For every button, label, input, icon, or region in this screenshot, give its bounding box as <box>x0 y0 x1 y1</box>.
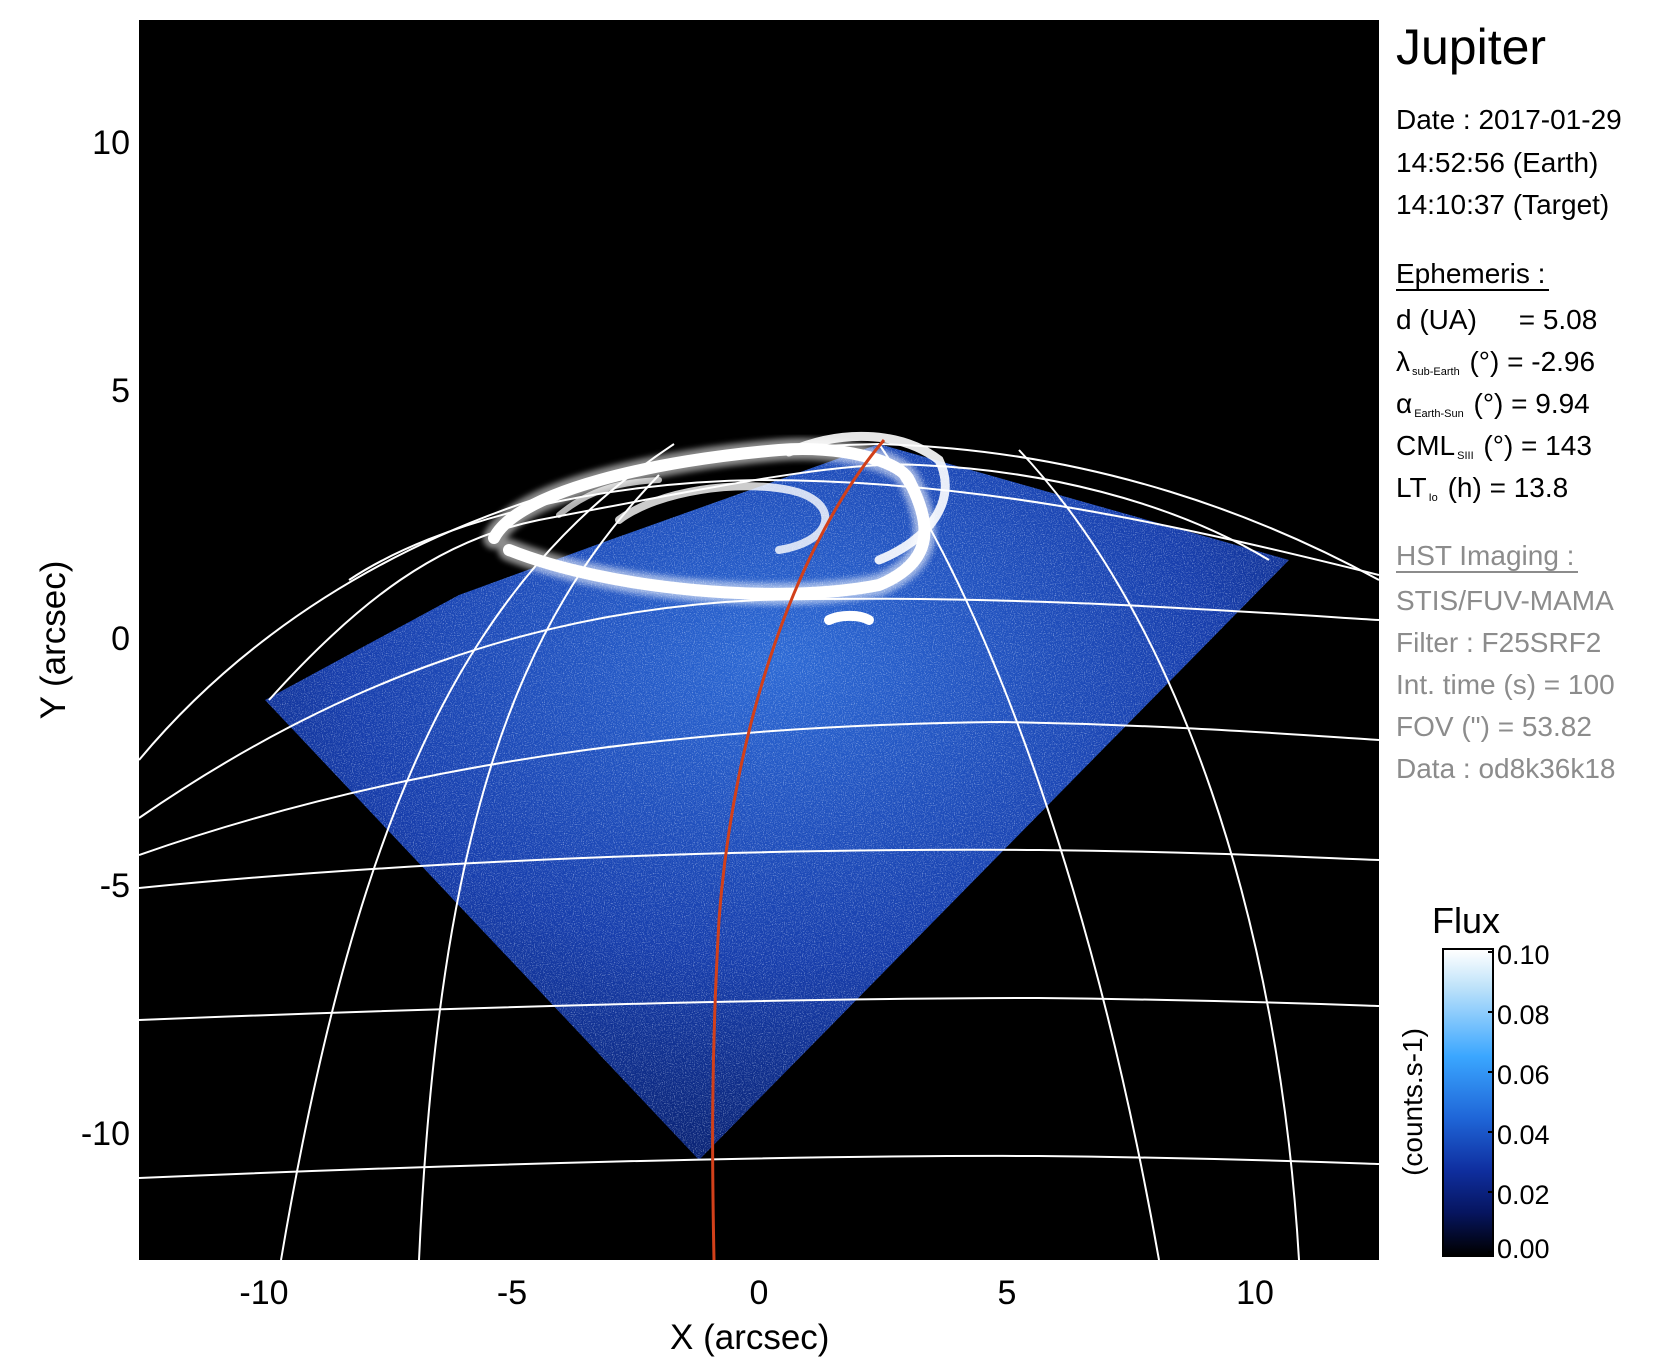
image-plot-area <box>139 20 1379 1260</box>
page-title: Jupiter <box>1396 19 1547 75</box>
x-tick-label: 0 <box>749 1274 769 1312</box>
integration-time-line: Int. time (s) = 100 <box>1396 669 1615 700</box>
colorbar-tick-mark <box>1488 1011 1494 1013</box>
colorbar-tick-mark <box>1488 1251 1494 1253</box>
x-tick-label: 5 <box>997 1274 1017 1312</box>
sub-earth-latitude-value: (°) = -2.96 <box>1469 346 1596 377</box>
phase-angle-value: (°) = 9.94 <box>1473 388 1590 419</box>
colorbar-tick-label: 0.06 <box>1497 1060 1550 1090</box>
phase-angle-row: α Earth-Sun (°) = 9.94 <box>1396 388 1590 420</box>
colorbar-tick-mark <box>1488 1191 1494 1193</box>
disk-emission <box>265 444 1289 1160</box>
alpha-symbol: α <box>1396 388 1413 419</box>
sub-earth-latitude-row: λ sub-Earth (°) = -2.96 <box>1396 346 1595 378</box>
hst-header-text: HST Imaging : <box>1396 540 1579 573</box>
io-local-time-row: LT Io (h) = 13.8 <box>1396 472 1568 504</box>
data-id-line: Data : od8k36k18 <box>1396 753 1616 784</box>
y-tick-label: -10 <box>80 1115 130 1153</box>
distance-value: = 5.08 <box>1518 304 1598 335</box>
x-tick-label: 10 <box>1236 1274 1274 1312</box>
colorbar-tick-label: 0.10 <box>1497 940 1550 970</box>
planetocentric-grid <box>139 442 1379 1260</box>
lt-value: (h) = 13.8 <box>1447 472 1569 503</box>
colorbar-tick-mark <box>1488 951 1494 953</box>
y-tick-label: 0 <box>111 620 130 658</box>
distance-row: d (UA) = 5.08 <box>1396 304 1597 336</box>
highlight-meridian <box>711 439 886 1260</box>
target-time: 14:10:37 (Target) <box>1396 189 1610 220</box>
cml-label: CML <box>1396 430 1456 461</box>
colorbar-tick-label: 0.00 <box>1497 1234 1550 1264</box>
x-tick-label: -5 <box>496 1274 528 1312</box>
ephemeris-header-text: Ephemeris : <box>1396 258 1550 291</box>
colorbar <box>1442 948 1494 1257</box>
lt-label: LT <box>1396 472 1427 503</box>
distance-label: d (UA) <box>1396 304 1477 335</box>
colorbar-tick-label: 0.08 <box>1497 1000 1550 1030</box>
cml-row: CML SIII (°) = 143 <box>1396 430 1592 462</box>
x-axis-label: X (arcsec) <box>670 1318 830 1357</box>
aurora-image <box>139 431 1379 1260</box>
date-line: Date : 2017-01-29 <box>1396 104 1622 135</box>
colorbar-tick-mark <box>1488 1071 1494 1073</box>
cml-subscript: SIII <box>1457 450 1474 462</box>
colorbar-tick-mark <box>1488 1131 1494 1133</box>
y-axis-label: Y (arcsec) <box>34 560 73 720</box>
lt-subscript: Io <box>1428 492 1438 504</box>
alpha-subscript: Earth-Sun <box>1414 408 1464 420</box>
y-tick-label: -5 <box>99 867 130 905</box>
lambda-symbol: λ <box>1396 346 1410 377</box>
y-tick-label: 5 <box>111 372 130 410</box>
filter-line: Filter : F25SRF2 <box>1396 627 1602 658</box>
colorbar-tick-label: 0.02 <box>1497 1180 1550 1210</box>
lambda-subscript: sub-Earth <box>1412 366 1460 378</box>
fov-line: FOV (") = 53.82 <box>1396 711 1592 742</box>
hst-header: HST Imaging : <box>1396 540 1579 573</box>
colorbar-tick-label: 0.04 <box>1497 1120 1550 1150</box>
instrument-line: STIS/FUV-MAMA <box>1396 585 1614 616</box>
earth-time: 14:52:56 (Earth) <box>1396 147 1599 178</box>
y-tick-label: 10 <box>92 124 130 162</box>
x-tick-label: -10 <box>239 1274 289 1312</box>
colorbar-title: Flux <box>1432 900 1501 941</box>
cml-value: (°) = 143 <box>1483 430 1592 461</box>
colorbar-unit: (counts.s-1) <box>1397 1028 1428 1176</box>
ephemeris-header: Ephemeris : <box>1396 258 1550 291</box>
